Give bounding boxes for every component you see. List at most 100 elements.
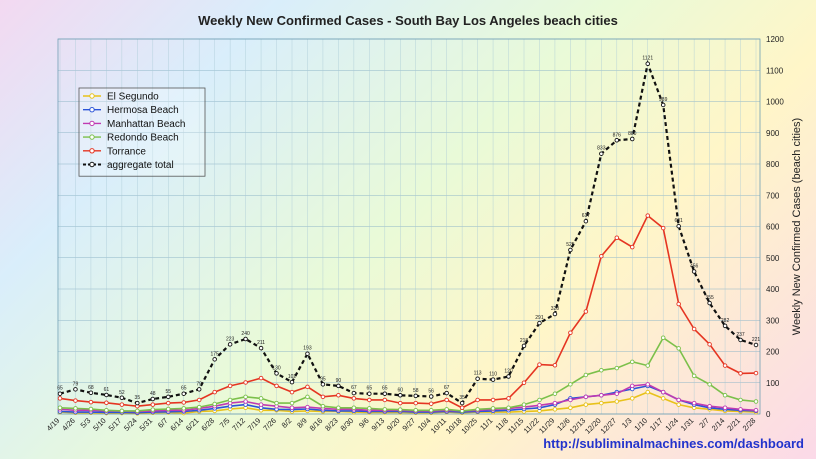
legend-swatch-marker (89, 134, 95, 140)
data-point (351, 405, 357, 411)
data-point (568, 382, 573, 387)
data-point (583, 218, 589, 224)
data-point (691, 269, 697, 274)
data-label: 1121 (642, 56, 653, 62)
data-label: 355 (705, 295, 714, 301)
data-point (258, 345, 264, 351)
x-tick-label: 6/7 (156, 416, 170, 430)
data-point (707, 382, 712, 387)
data-point (645, 389, 650, 395)
data-point (104, 392, 109, 398)
data-point (243, 380, 248, 385)
data-point (660, 389, 666, 395)
data-point (57, 405, 63, 411)
data-point (614, 137, 620, 143)
data-point (428, 408, 434, 413)
x-tick-label: 8/2 (280, 416, 294, 430)
y-tick-label: 100 (766, 379, 780, 388)
x-tick-label: 5/24 (122, 416, 139, 433)
data-point (537, 362, 542, 367)
data-label: 989 (659, 97, 668, 103)
data-point (660, 335, 666, 341)
x-tick-label: 8/9 (295, 416, 309, 430)
data-point (645, 213, 650, 218)
data-point (738, 337, 743, 343)
data-point (537, 320, 542, 326)
data-point (320, 394, 326, 400)
data-point (119, 408, 125, 414)
x-tick-label: 12/20 (583, 416, 603, 436)
data-point (135, 400, 140, 406)
data-point (88, 399, 94, 405)
series-lines (57, 59, 759, 416)
data-label: 833 (597, 146, 606, 152)
data-label: 218 (520, 338, 529, 344)
y-tick-label: 500 (766, 254, 780, 263)
legend-entry: Hermosa Beach (107, 105, 179, 116)
legend-swatch-marker (89, 148, 95, 154)
data-point (227, 383, 233, 389)
data-point (568, 405, 573, 411)
data-point (630, 396, 635, 401)
data-point (676, 223, 681, 229)
x-tick-label: 9/6 (357, 416, 371, 430)
source-url-link[interactable]: http://subliminalmachines.com/dashboard (543, 436, 804, 451)
data-point (258, 375, 264, 381)
data-point (166, 406, 171, 412)
data-label: 52 (119, 390, 125, 396)
data-label: 68 (88, 385, 94, 391)
x-tick-label: 11/29 (537, 416, 556, 435)
data-point (336, 405, 341, 411)
x-tick-label: 7/5 (218, 416, 232, 430)
data-point (738, 371, 743, 376)
data-point (428, 394, 434, 399)
data-point (521, 402, 527, 407)
x-tick-label: 9/20 (385, 416, 402, 433)
data-point (599, 151, 604, 156)
x-tick-label: 2/28 (741, 416, 758, 433)
data-point (630, 383, 635, 389)
data-point (552, 400, 558, 406)
data-point (753, 399, 759, 404)
y-tick-label: 200 (766, 348, 780, 357)
data-point (537, 397, 542, 403)
data-point (367, 391, 372, 396)
data-point (444, 407, 449, 412)
data-point (676, 301, 681, 307)
data-point (583, 402, 589, 407)
data-point (753, 342, 759, 348)
data-point (367, 397, 372, 403)
data-point (57, 396, 63, 401)
x-tick-label: 5/10 (91, 416, 108, 433)
data-label: 120 (504, 369, 513, 375)
data-point (336, 383, 341, 389)
data-point (552, 311, 558, 317)
x-tick-label: 7/12 (230, 416, 247, 433)
data-point (398, 400, 403, 406)
data-point (490, 397, 496, 403)
data-point (506, 374, 511, 379)
data-point (722, 393, 728, 398)
x-tick-label: 5/17 (107, 416, 124, 433)
data-point (336, 393, 341, 398)
data-point (722, 405, 728, 411)
data-point (614, 399, 620, 404)
data-point (274, 400, 279, 406)
data-point (258, 396, 264, 401)
data-point (444, 397, 449, 403)
data-point (707, 300, 712, 306)
data-point (599, 253, 604, 259)
series-line (59, 59, 757, 405)
data-point (444, 390, 449, 396)
x-tick-label: 2/14 (710, 416, 727, 433)
data-point (645, 363, 650, 368)
x-tick-label: 1/10 (632, 416, 649, 433)
y-tick-label: 400 (766, 285, 780, 294)
data-point (382, 397, 388, 403)
x-tick-label: 1/17 (648, 416, 665, 433)
series-line (59, 214, 757, 409)
data-label: 880 (628, 131, 637, 137)
data-point (552, 363, 558, 368)
data-point (428, 401, 434, 406)
data-point (521, 343, 527, 349)
